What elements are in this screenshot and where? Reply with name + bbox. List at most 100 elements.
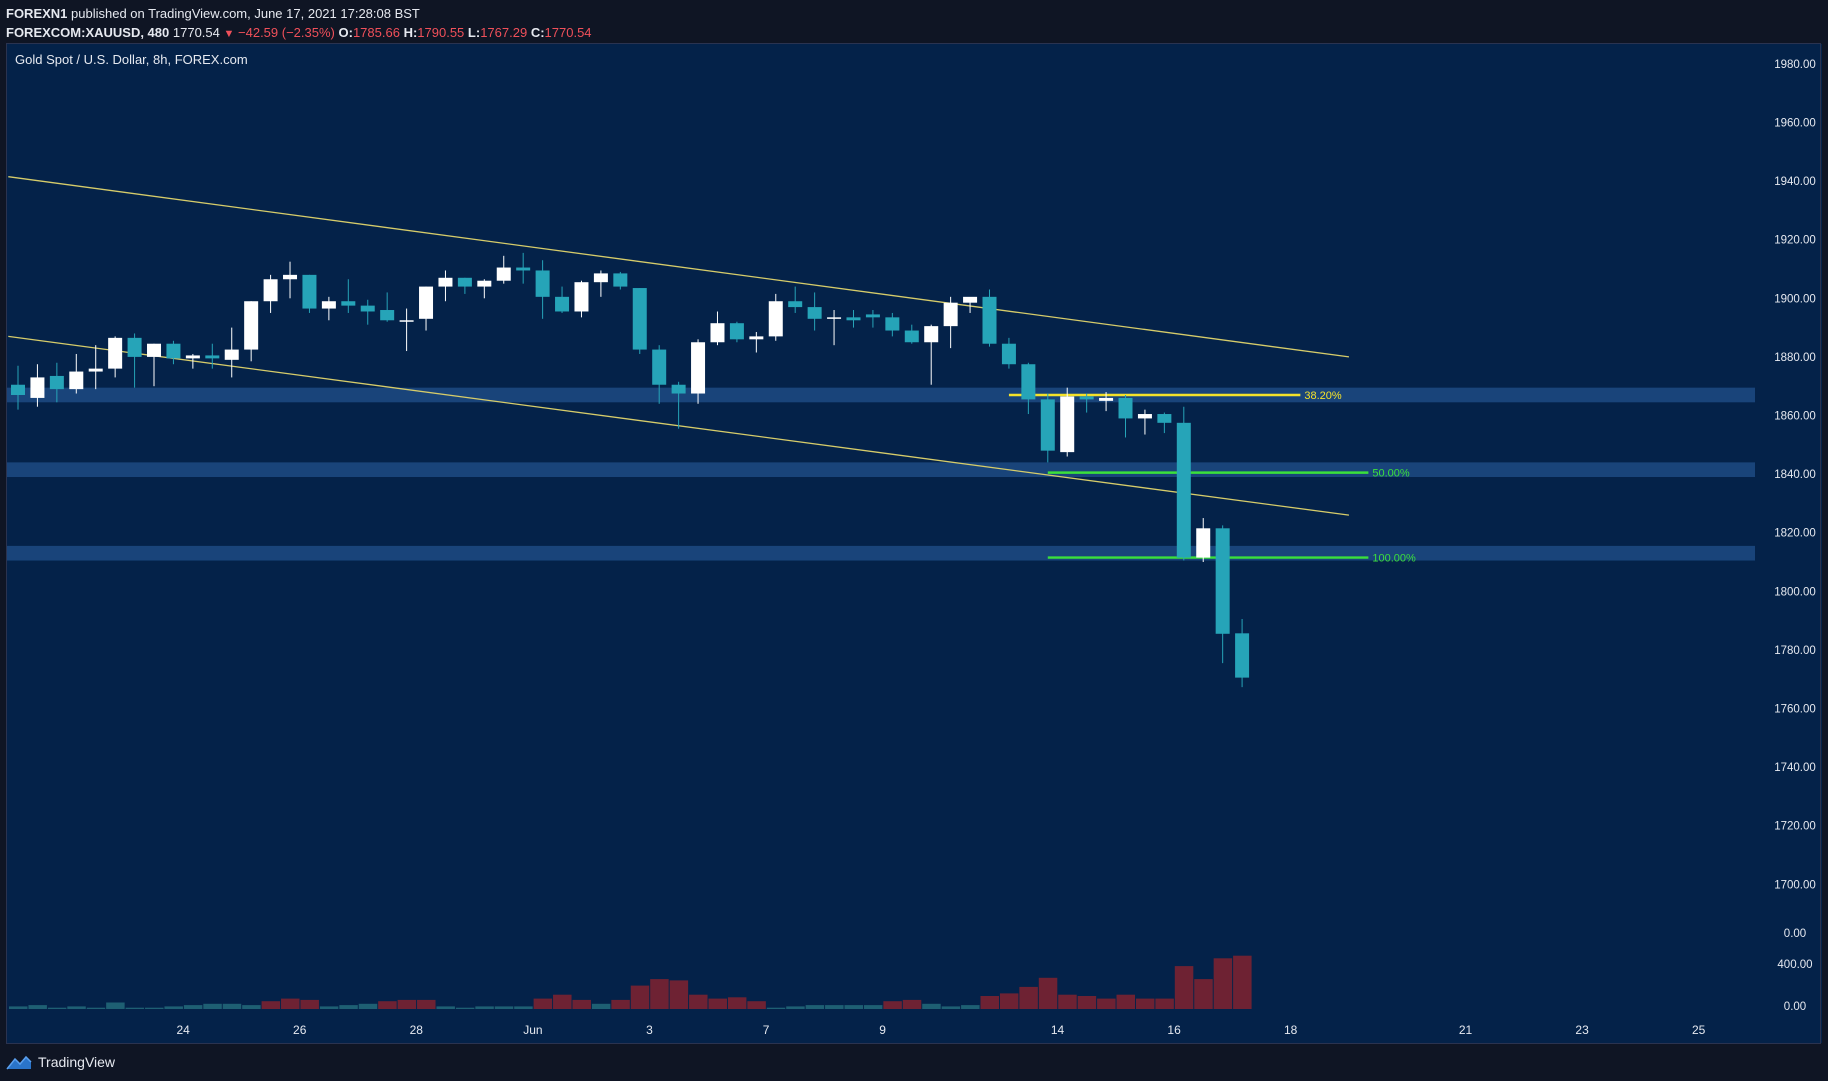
volume-bar [1135, 998, 1155, 1009]
volume-bar [689, 994, 708, 1009]
candle-body [632, 288, 647, 350]
candle-body [924, 326, 939, 343]
candle-body [1215, 528, 1230, 634]
candle-body [1040, 399, 1055, 451]
volume-bar [1233, 955, 1252, 1009]
volume-bar [397, 999, 417, 1009]
price-tick-label: 1880.00 [1774, 352, 1816, 364]
volume-bar [1155, 998, 1174, 1009]
candle-body [1021, 364, 1036, 400]
volume-bar [1116, 994, 1136, 1009]
candle-body [671, 384, 686, 394]
candle-body [788, 301, 803, 308]
time-tick-label: 3 [646, 1023, 653, 1037]
volume-tick-label: 0.00 [1784, 1001, 1806, 1013]
price-chart[interactable]: 38.20% 50.00% 100.00% Gold Spot / U.S. Doll… [0, 0, 1828, 1045]
volume-bar [1097, 998, 1116, 1009]
volume-bar [747, 1001, 766, 1009]
channel-upper [8, 176, 1350, 358]
time-tick-label: 21 [1459, 1023, 1473, 1037]
candle-body [1137, 414, 1152, 419]
volume-bar [145, 1007, 164, 1009]
candle-body [1196, 528, 1211, 558]
tradingview-logo-icon[interactable] [6, 1054, 32, 1070]
candle-body [11, 384, 25, 395]
footer-brand[interactable]: TradingView [38, 1054, 116, 1070]
volume-bar [125, 1007, 145, 1009]
candle-body [1176, 422, 1191, 558]
candle-body [1001, 343, 1016, 365]
volume-bar [1194, 979, 1213, 1009]
volume-bar [727, 997, 747, 1009]
volume-bar [9, 1006, 28, 1009]
close-value: 1770.54 [544, 25, 592, 40]
time-tick-label: 24 [176, 1023, 190, 1037]
candle-body [885, 317, 900, 331]
symbol-label: FOREXCOM:XAUUSD, 480 [6, 25, 170, 40]
volume-bar [980, 996, 999, 1009]
candle-body [555, 296, 570, 312]
volume-bar [922, 1003, 941, 1009]
candle-body [88, 368, 103, 372]
price-tick-label: 1700.00 [1774, 879, 1816, 891]
candle-body [438, 277, 453, 287]
zone-1867 [7, 387, 1755, 403]
candle-body [30, 377, 45, 398]
volume-bar [300, 999, 319, 1009]
price-tick-label: 1900.00 [1774, 293, 1816, 305]
publisher-name[interactable]: FOREXN1 [6, 6, 68, 21]
time-tick-label: 18 [1284, 1023, 1298, 1037]
volume-bar [358, 1003, 378, 1009]
candle-body [749, 336, 764, 340]
volume-bar [222, 1003, 242, 1009]
candle-body [1099, 397, 1114, 401]
candle-body [69, 371, 84, 390]
open-value: 1785.66 [352, 25, 400, 40]
candle-body [224, 349, 239, 360]
time-tick-label: 28 [410, 1023, 424, 1037]
symbol-line: FOREXCOM:XAUUSD, 480 1770.54 ▼ −42.59 (−… [6, 23, 1816, 44]
time-tick-label: 9 [879, 1023, 886, 1037]
candle-body [729, 323, 744, 340]
volume-bar [67, 1006, 86, 1009]
volume-tick-label: 400.00 [1777, 959, 1812, 971]
high-label: H: [403, 25, 418, 40]
volume-bar [961, 1005, 980, 1009]
volume-bar [494, 1006, 514, 1009]
price-tick-label: 1760.00 [1774, 704, 1816, 716]
high-value: 1790.55 [417, 25, 465, 40]
volume-bar [455, 1007, 475, 1009]
candle-body [49, 375, 64, 390]
low-label: L: [467, 25, 481, 40]
close-label: C: [530, 25, 545, 40]
price-tick-label: 1960.00 [1774, 118, 1816, 130]
price-tick-label: 1860.00 [1774, 411, 1816, 423]
candle-body [593, 273, 608, 283]
volume-bar [533, 998, 553, 1009]
candle-body [283, 274, 298, 280]
candle-body [380, 310, 395, 321]
candle-body [302, 274, 317, 309]
fib-level-label: 38.20% [1304, 390, 1342, 402]
candle-body [360, 305, 375, 312]
volume-bar [786, 1006, 805, 1009]
volume-bar [825, 1005, 844, 1009]
volume-bar [28, 1005, 47, 1009]
low-value: 1767.29 [480, 25, 528, 40]
candle-body [904, 330, 919, 343]
fib-level-label: 50.00% [1372, 468, 1410, 480]
candle-body [399, 320, 414, 322]
time-tick-label: 14 [1051, 1023, 1065, 1037]
candle-body [846, 317, 861, 321]
time-tick-label: 25 [1692, 1023, 1706, 1037]
candle-body [321, 301, 336, 309]
published-text: published on TradingView.com, June 17, 2… [71, 6, 420, 21]
candle-body [166, 343, 181, 359]
volume-bar [902, 999, 922, 1009]
time-tick-label: 23 [1575, 1023, 1589, 1037]
volume-bar [436, 1006, 455, 1009]
chart-frame [6, 43, 1821, 1044]
volume-bar [514, 1006, 533, 1009]
candle-body [516, 267, 531, 271]
volume-bar [86, 1007, 106, 1009]
